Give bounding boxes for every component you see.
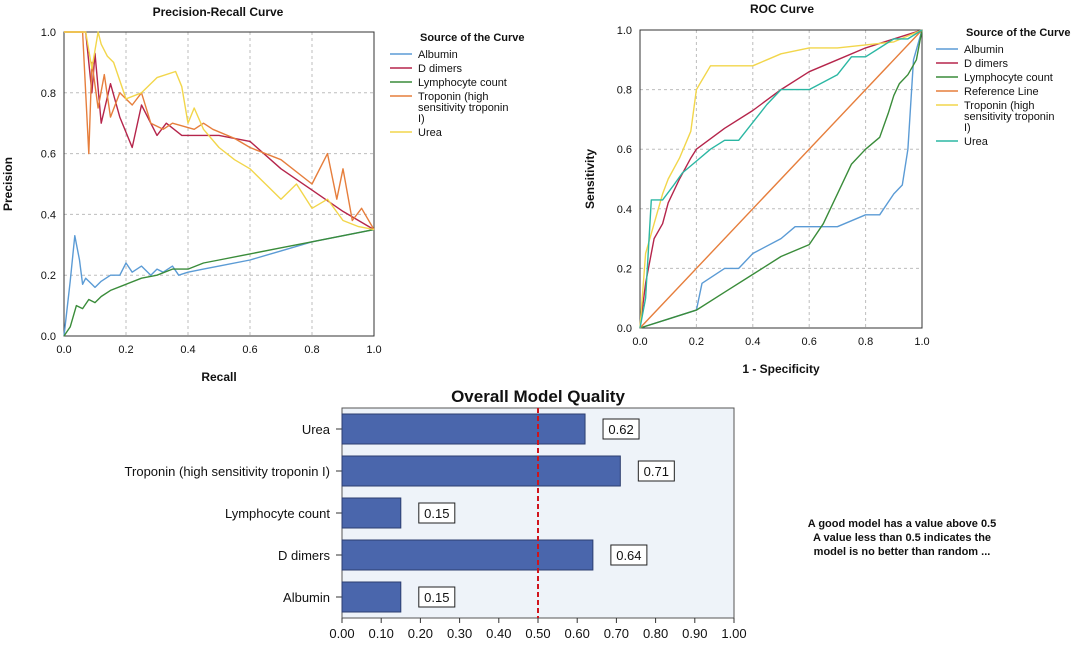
y-axis-label: Sensitivity bbox=[583, 149, 597, 209]
x-tick-label: 0.4 bbox=[745, 336, 760, 348]
bar bbox=[341, 539, 594, 571]
series-line-albumin bbox=[63, 228, 375, 337]
legend-label: Urea bbox=[418, 127, 443, 139]
series-line-urea bbox=[64, 31, 375, 231]
series-line-albumin bbox=[639, 29, 923, 329]
legend-label: D dimers bbox=[964, 58, 1009, 70]
data-label: 0.15 bbox=[424, 590, 449, 605]
x-tick-label: 0.10 bbox=[369, 626, 394, 641]
series-line-troponin-high-sensitivity-troponin-i bbox=[639, 29, 923, 329]
chart-title: Overall Model Quality bbox=[451, 387, 625, 406]
data-label-box bbox=[418, 586, 456, 608]
series-line-reference-line bbox=[639, 29, 923, 329]
legend-label: Troponin (high sensitivity troponin I) bbox=[964, 100, 1055, 134]
x-axis-label: Recall bbox=[201, 370, 236, 384]
x-tick-label: 0.20 bbox=[408, 626, 433, 641]
category-label: Lymphocyte count bbox=[225, 506, 330, 521]
x-tick-label: 0.2 bbox=[118, 344, 133, 356]
y-tick-label: 0.0 bbox=[41, 331, 56, 343]
x-tick-label: 1.0 bbox=[914, 336, 929, 348]
x-tick-label: 0.4 bbox=[180, 344, 195, 356]
category-label: Albumin bbox=[283, 590, 330, 605]
legend-label: Reference Line bbox=[964, 86, 1039, 98]
x-tick-label: 0.0 bbox=[56, 344, 71, 356]
precision-recall-chart: Precision-Recall Curve 0.0 0.2 0.4 0.6 0.8 1.0… bbox=[1, 5, 525, 384]
quality-note-line: model is no better than random ... bbox=[814, 546, 991, 558]
bar bbox=[341, 413, 586, 445]
bar bbox=[341, 497, 402, 529]
data-label: 0.64 bbox=[616, 548, 641, 563]
x-tick-label: 0.6 bbox=[242, 344, 257, 356]
x-tick-label: 0.30 bbox=[447, 626, 472, 641]
chart-title: ROC Curve bbox=[750, 2, 814, 16]
y-tick-label: 0.2 bbox=[41, 270, 56, 282]
y-tick-label: 0.0 bbox=[617, 323, 632, 335]
data-label: 0.71 bbox=[644, 464, 669, 479]
legend-label: Lymphocyte count bbox=[964, 72, 1053, 84]
y-tick-label: 0.4 bbox=[617, 204, 632, 216]
legend-label: Albumin bbox=[964, 44, 1004, 56]
y-axis-label: Precision bbox=[1, 157, 15, 211]
y-tick-label: 0.8 bbox=[617, 85, 632, 97]
data-label-box bbox=[418, 502, 456, 524]
x-tick-label: 1.00 bbox=[721, 626, 746, 641]
y-tick-label: 1.0 bbox=[41, 27, 56, 39]
x-tick-label: 0.8 bbox=[858, 336, 873, 348]
series-line-troponin-high-sensitivity-troponin-i bbox=[64, 31, 375, 230]
series-line-d-dimers bbox=[639, 29, 923, 329]
x-tick-label: 0.90 bbox=[682, 626, 707, 641]
x-tick-label: 0.0 bbox=[632, 336, 647, 348]
roc-chart: ROC Curve 0.0 0.2 0.4 0.6 0.8 1.0 0.0 0.2 0.4 0.6 0… bbox=[583, 2, 1071, 376]
bar bbox=[341, 455, 621, 487]
x-tick-label: 0.40 bbox=[486, 626, 511, 641]
bar bbox=[341, 581, 402, 613]
x-tick-label: 0.8 bbox=[304, 344, 319, 356]
data-label-box bbox=[610, 544, 648, 566]
y-tick-label: 0.6 bbox=[41, 149, 56, 161]
y-tick-label: 1.0 bbox=[617, 25, 632, 37]
x-tick-label: 0.50 bbox=[525, 626, 550, 641]
y-tick-label: 0.8 bbox=[41, 88, 56, 100]
category-label: Troponin (high sensitivity troponin I) bbox=[125, 464, 330, 479]
x-tick-label: 0.2 bbox=[689, 336, 704, 348]
x-axis-label: 1 - Specificity bbox=[742, 362, 820, 376]
category-label: D dimers bbox=[278, 548, 331, 563]
y-tick-label: 0.2 bbox=[617, 263, 632, 275]
data-label-box bbox=[637, 460, 675, 482]
y-tick-label: 0.4 bbox=[41, 209, 56, 221]
legend-title: Source of the Curve bbox=[420, 32, 525, 44]
x-tick-label: 0.80 bbox=[643, 626, 668, 641]
legend-label: D dimers bbox=[418, 63, 463, 75]
data-label: 0.62 bbox=[608, 422, 633, 437]
legend-label: Lymphocyte count bbox=[418, 77, 507, 89]
y-tick-label: 0.6 bbox=[617, 144, 632, 156]
plot-frame bbox=[639, 29, 923, 329]
legend-label: Urea bbox=[964, 136, 989, 148]
quality-note-line: A value less than 0.5 indicates the bbox=[813, 532, 991, 544]
legend-label: Albumin bbox=[418, 49, 458, 61]
data-label-box bbox=[602, 418, 640, 440]
series-line-lymphocyte-count bbox=[639, 29, 923, 329]
chart-title: Precision-Recall Curve bbox=[153, 5, 284, 19]
x-tick-label: 0.00 bbox=[329, 626, 354, 641]
plot-frame bbox=[63, 31, 375, 337]
x-tick-label: 0.70 bbox=[604, 626, 629, 641]
overall-model-quality-chart: Overall Model Quality Urea 0.62 Troponin (h… bbox=[125, 387, 997, 641]
x-tick-label: 0.60 bbox=[565, 626, 590, 641]
data-label: 0.15 bbox=[424, 506, 449, 521]
series-line-urea bbox=[639, 29, 923, 329]
x-tick-label: 0.6 bbox=[802, 336, 817, 348]
series-line-lymphocyte-count bbox=[63, 228, 375, 337]
x-tick-label: 1.0 bbox=[366, 344, 381, 356]
legend-label: Troponin (high sensitivity troponin I) bbox=[418, 91, 509, 125]
quality-note-line: A good model has a value above 0.5 bbox=[808, 518, 996, 530]
category-label: Urea bbox=[302, 422, 331, 437]
legend-title: Source of the Curve bbox=[966, 27, 1071, 39]
